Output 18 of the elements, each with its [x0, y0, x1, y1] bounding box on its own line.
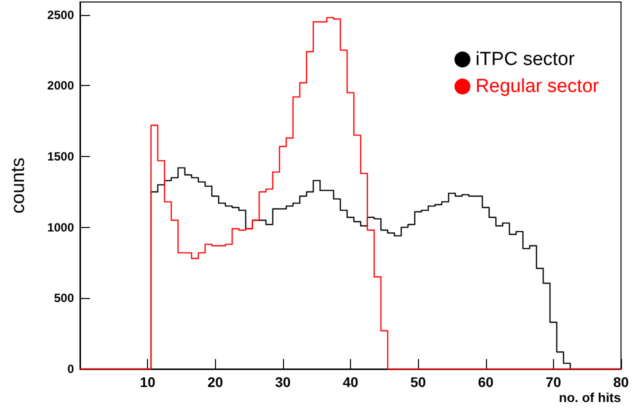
- y-tick-label: 1000: [47, 220, 74, 234]
- y-tick-label: 2000: [47, 78, 74, 93]
- y-tick-label: 1500: [47, 149, 74, 164]
- x-tick-label: 20: [207, 374, 224, 390]
- y-tick-label: 2500: [47, 8, 74, 22]
- x-tick-label: 10: [140, 374, 156, 390]
- y-axis-title: counts: [8, 158, 29, 214]
- x-tick-label: 30: [275, 374, 291, 390]
- legend-label: Regular sector: [475, 76, 600, 97]
- x-tick-label: 50: [410, 374, 426, 390]
- x-tick-label: 40: [342, 374, 358, 390]
- y-tick-label: 500: [54, 291, 74, 306]
- x-tick-label: 60: [478, 374, 494, 390]
- x-tick-label: 70: [546, 374, 562, 390]
- x-tick-label: 80: [613, 374, 629, 390]
- y-tick-label: 0: [67, 362, 74, 376]
- x-axis-title: no. of hits: [558, 390, 621, 405]
- legend-label: iTPC sector: [475, 49, 576, 70]
